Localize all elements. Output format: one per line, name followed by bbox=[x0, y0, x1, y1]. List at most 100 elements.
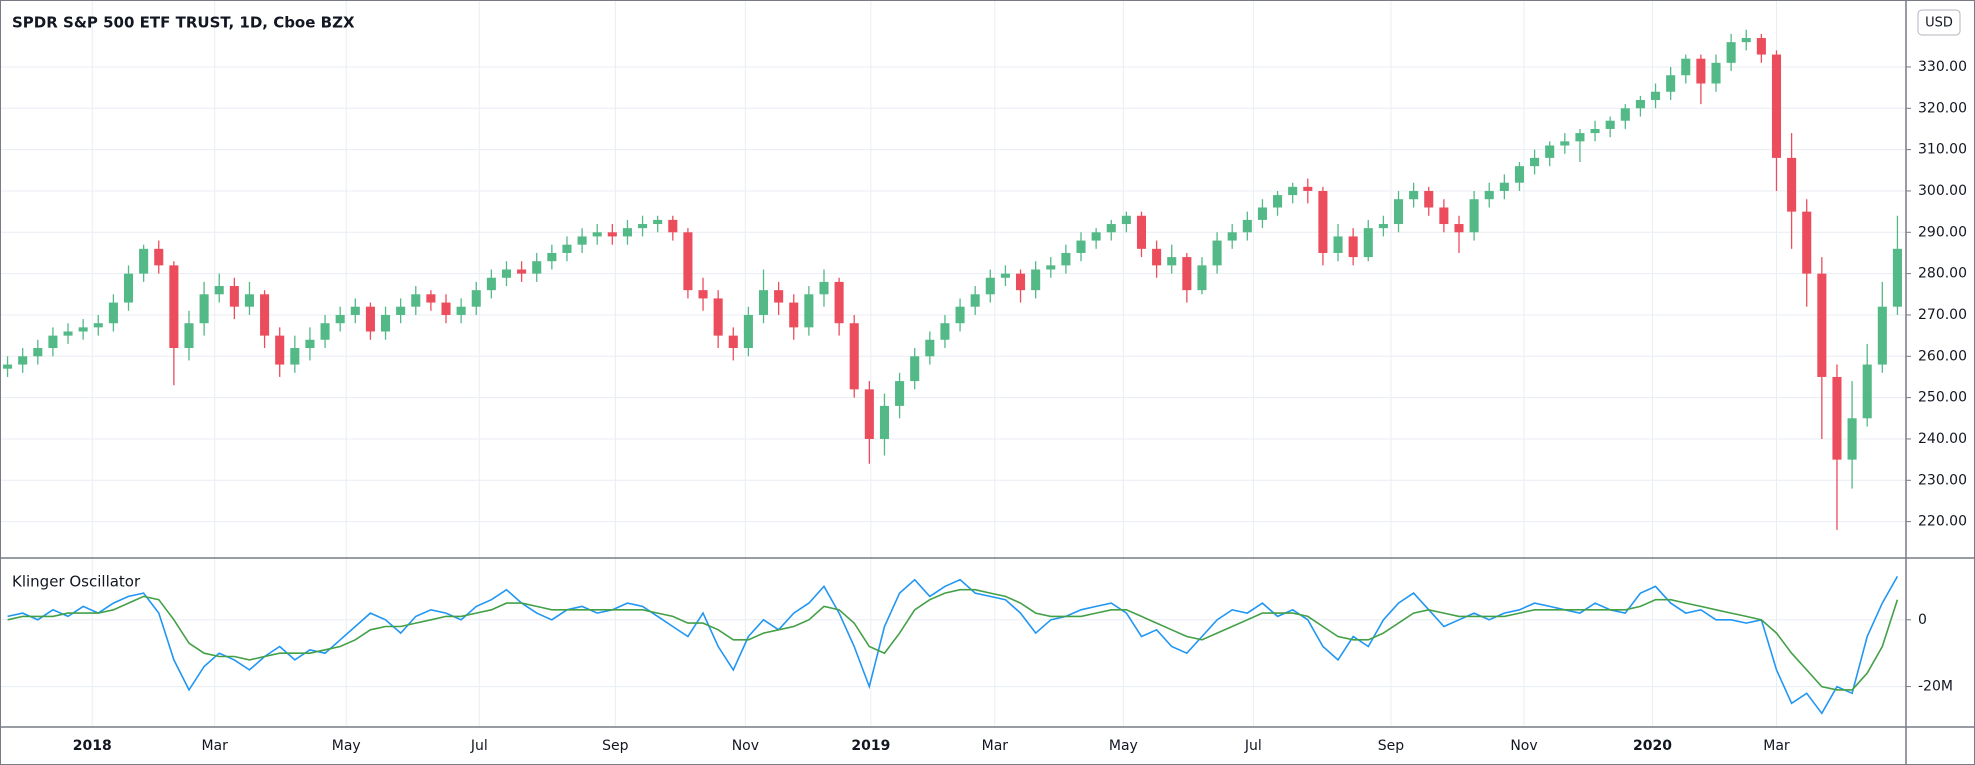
y-tick-label: 310.00 bbox=[1918, 142, 1967, 158]
x-tick-label: Jul bbox=[470, 738, 488, 754]
candle-body bbox=[1802, 211, 1812, 274]
candle-body bbox=[622, 228, 632, 237]
candle-body bbox=[1242, 219, 1252, 233]
candle-body bbox=[1197, 265, 1207, 291]
candle-body bbox=[1000, 273, 1010, 278]
candle-body bbox=[713, 298, 723, 336]
candle-body bbox=[229, 286, 239, 307]
candle-body bbox=[123, 273, 134, 303]
candle-body bbox=[1409, 190, 1419, 200]
candle-body bbox=[789, 302, 799, 328]
candle-body bbox=[1152, 248, 1162, 266]
y-tick-label: 290.00 bbox=[1918, 224, 1967, 240]
candle-body bbox=[1348, 236, 1358, 258]
candle-body bbox=[1771, 54, 1782, 158]
candle-body bbox=[1590, 128, 1600, 134]
y-tick-label: 220.00 bbox=[1918, 514, 1967, 530]
candle-body bbox=[169, 265, 179, 349]
candle-body bbox=[1016, 273, 1026, 291]
candle-body bbox=[1696, 58, 1706, 84]
candle-body bbox=[774, 290, 784, 303]
candle-body bbox=[683, 232, 693, 291]
indicator-line bbox=[7, 576, 1899, 715]
candle-body bbox=[517, 269, 527, 274]
candle-body bbox=[955, 306, 965, 324]
candle-body bbox=[1514, 166, 1524, 183]
candle-body bbox=[396, 306, 406, 315]
candle-body bbox=[1378, 224, 1388, 229]
candle-body bbox=[1424, 190, 1434, 208]
candle-body bbox=[879, 405, 889, 439]
candle-body bbox=[1031, 269, 1041, 291]
x-tick-label: 2020 bbox=[1633, 738, 1672, 754]
candle-body bbox=[1847, 418, 1857, 460]
candle-body bbox=[1560, 141, 1570, 146]
candle-body bbox=[758, 290, 769, 315]
candle-body bbox=[698, 290, 708, 299]
candle-body bbox=[819, 281, 829, 295]
candle-body bbox=[275, 335, 285, 365]
candle-body bbox=[1257, 207, 1267, 220]
y-tick-label: -20M bbox=[1918, 679, 1953, 695]
candle-body bbox=[48, 335, 58, 349]
currency-label: USD bbox=[1925, 16, 1953, 31]
candle-body bbox=[154, 248, 164, 266]
candle-body bbox=[199, 294, 209, 324]
candle-body bbox=[940, 323, 950, 340]
candle-body bbox=[93, 323, 103, 328]
candle-body bbox=[350, 306, 360, 315]
candle-body bbox=[607, 232, 617, 237]
candle-body bbox=[849, 323, 859, 390]
x-tick-label: Sep bbox=[1378, 738, 1405, 754]
candle-body bbox=[1393, 199, 1404, 225]
candle-body bbox=[1363, 228, 1373, 258]
candle-body bbox=[1877, 306, 1887, 365]
candle-body bbox=[1484, 190, 1494, 200]
candle-body bbox=[562, 244, 572, 253]
candle-body bbox=[471, 290, 481, 307]
x-tick-label: 2018 bbox=[73, 738, 112, 754]
candle-body bbox=[547, 252, 557, 262]
currency-badge[interactable] bbox=[1917, 9, 1961, 36]
candle-body bbox=[1167, 257, 1177, 266]
candle-body bbox=[1681, 58, 1691, 76]
candle-body bbox=[985, 277, 995, 295]
candle-body bbox=[925, 339, 935, 357]
x-tick-label: 2019 bbox=[851, 738, 890, 754]
candle-body bbox=[1817, 273, 1827, 377]
candle-body bbox=[1091, 232, 1101, 241]
x-tick-label: Mar bbox=[201, 738, 228, 754]
candle-body bbox=[1106, 224, 1116, 233]
candle-body bbox=[305, 339, 315, 349]
candle-body bbox=[1635, 100, 1645, 109]
x-tick-label: May bbox=[332, 738, 361, 754]
candle-body bbox=[63, 331, 73, 336]
candle-body bbox=[1454, 224, 1464, 233]
candle-body bbox=[411, 294, 421, 307]
y-tick-label: 0 bbox=[1918, 612, 1927, 628]
candle-body bbox=[804, 294, 814, 328]
candle-body bbox=[1469, 199, 1479, 233]
candle-body bbox=[1545, 145, 1555, 158]
candle-body bbox=[1862, 364, 1872, 419]
candle-body bbox=[1273, 195, 1283, 208]
candle-body bbox=[864, 389, 874, 439]
y-tick-label: 330.00 bbox=[1918, 59, 1967, 75]
candle-body bbox=[668, 219, 678, 233]
candle-body bbox=[1212, 240, 1222, 266]
candle-body bbox=[728, 335, 738, 349]
y-tick-label: 230.00 bbox=[1918, 472, 1967, 488]
candle-body bbox=[1288, 186, 1298, 196]
candle-body bbox=[1892, 248, 1902, 307]
candle-body bbox=[1651, 91, 1661, 101]
candle-body bbox=[1439, 207, 1449, 225]
candle-body bbox=[743, 314, 753, 349]
candle-body bbox=[532, 261, 542, 274]
candle-body bbox=[1756, 38, 1766, 55]
candle-body bbox=[1227, 232, 1237, 241]
indicator-title: Klinger Oscillator bbox=[12, 573, 141, 591]
candle-body bbox=[441, 302, 451, 315]
candle-body bbox=[638, 224, 648, 229]
candle-body bbox=[1787, 157, 1797, 212]
